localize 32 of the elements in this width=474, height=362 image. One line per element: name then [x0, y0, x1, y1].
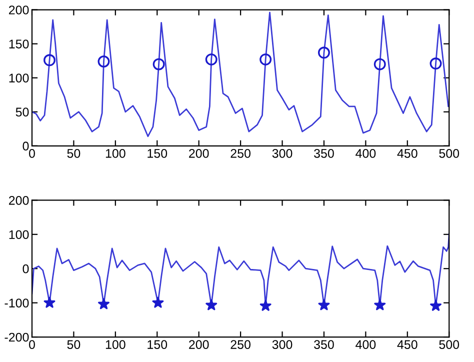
y-tick-label: -100 — [4, 298, 29, 308]
x-tick-label: 450 — [397, 148, 418, 158]
y-tick-label: 200 — [8, 6, 29, 14]
y-tick-label: 0 — [22, 142, 29, 151]
x-tick-label: 150 — [148, 340, 168, 349]
x-tick-label: 500 — [439, 148, 460, 158]
x-tick-label: 500 — [439, 340, 460, 349]
x-tick-label: 400 — [356, 148, 376, 158]
y-tick-label: 100 — [9, 230, 29, 240]
x-tick-label: 50 — [67, 148, 80, 158]
y-tick-label: 200 — [8, 196, 29, 205]
y-tick-label: 0 — [22, 264, 29, 274]
x-tick-label: 200 — [189, 340, 209, 349]
y-tick-label: 50 — [16, 108, 29, 117]
x-tick-label: 100 — [106, 340, 126, 349]
x-tick-label: 350 — [314, 340, 334, 349]
x-tick-label: 450 — [397, 340, 418, 349]
y-tick-label: 150 — [9, 40, 29, 48]
x-tick-label: 350 — [314, 148, 334, 158]
x-tick-label: 200 — [189, 148, 209, 158]
x-tick-label: 300 — [272, 340, 292, 349]
x-tick-label: 150 — [148, 148, 168, 158]
y-tick-label: -200 — [4, 332, 29, 342]
x-tick-label: 50 — [67, 340, 80, 349]
x-tick-label: 400 — [356, 340, 376, 349]
x-tick-label: 250 — [230, 148, 250, 158]
y-tick-label: 100 — [9, 74, 29, 82]
x-tick-label: 0 — [29, 340, 35, 349]
x-tick-label: 0 — [29, 148, 35, 158]
x-tick-label: 300 — [272, 148, 292, 158]
x-tick-label: 250 — [230, 340, 250, 349]
x-tick-label: 100 — [106, 148, 126, 158]
